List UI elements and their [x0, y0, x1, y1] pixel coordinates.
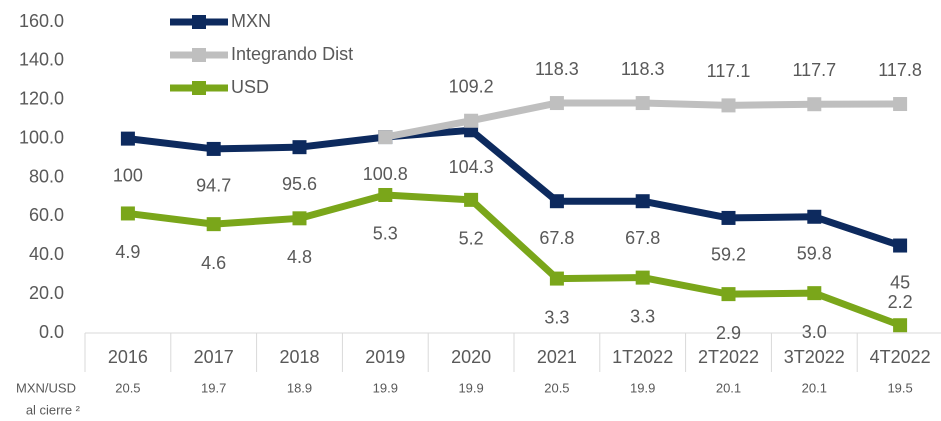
y-tick-label: 160.0 — [19, 11, 64, 31]
marker — [378, 187, 393, 202]
data-label: 3.3 — [630, 306, 655, 326]
x-tick-label: 2020 — [451, 347, 491, 367]
data-label: 67.8 — [625, 228, 660, 248]
y-tick-label: 120.0 — [19, 89, 64, 109]
marker — [807, 286, 822, 301]
data-label: 104.3 — [449, 157, 494, 177]
x-tick-label: 2018 — [279, 347, 319, 367]
legend-label: USD — [231, 77, 269, 97]
data-label: 4.9 — [115, 242, 140, 262]
exchange-rate: 20.1 — [716, 380, 741, 395]
x-tick-label: 3T2022 — [784, 347, 845, 367]
marker — [206, 141, 221, 156]
x-tick-label: 2017 — [194, 347, 234, 367]
data-label: 117.7 — [792, 60, 836, 80]
exchange-rate-label: MXN/USD — [16, 380, 76, 395]
marker — [549, 271, 564, 286]
legend-label: Integrando Dist — [231, 44, 353, 64]
marker — [464, 113, 479, 128]
x-tick-label: 1T2022 — [612, 347, 673, 367]
marker — [807, 97, 822, 112]
data-label: 94.7 — [196, 176, 231, 196]
marker — [635, 270, 650, 285]
marker — [721, 98, 736, 113]
marker — [378, 130, 393, 145]
legend-marker — [192, 15, 206, 29]
data-label: 5.2 — [459, 229, 484, 249]
x-tick-label: 2016 — [108, 347, 148, 367]
x-tick-label: 4T2022 — [870, 347, 931, 367]
exchange-rate: 19.9 — [373, 380, 398, 395]
marker — [893, 238, 908, 253]
y-tick-label: 100.0 — [19, 127, 64, 147]
data-label: 117.1 — [707, 61, 751, 81]
data-label: 109.2 — [449, 76, 494, 96]
data-label: 45 — [890, 272, 910, 292]
exchange-rate: 20.5 — [115, 380, 140, 395]
marker — [292, 140, 307, 155]
marker — [721, 210, 736, 225]
marker — [807, 209, 822, 224]
marker — [893, 97, 908, 112]
marker — [549, 96, 564, 111]
series-line — [127, 191, 902, 329]
marker — [893, 318, 908, 333]
y-tick-label: 0.0 — [39, 322, 64, 342]
y-tick-label: 140.0 — [19, 50, 64, 70]
data-label: 4.6 — [201, 253, 226, 273]
x-tick-label: 2T2022 — [698, 347, 759, 367]
legend-marker — [192, 81, 206, 95]
data-label: 3.0 — [802, 322, 827, 342]
data-label: 95.6 — [282, 174, 317, 194]
exchange-rate: 19.9 — [630, 380, 655, 395]
y-tick-label: 40.0 — [29, 244, 64, 264]
data-label: 5.3 — [373, 224, 398, 244]
data-label: 59.2 — [711, 245, 746, 265]
y-tick-label: 20.0 — [29, 283, 64, 303]
x-tick-label: 2021 — [537, 347, 577, 367]
exchange-rate: 19.5 — [887, 380, 912, 395]
marker — [635, 194, 650, 209]
data-label: 118.3 — [535, 59, 579, 79]
exchange-rate: 20.1 — [802, 380, 827, 395]
exchange-rate: 18.9 — [287, 380, 312, 395]
exchange-rate-label: al cierre ² — [26, 402, 81, 417]
legend-marker — [192, 48, 206, 62]
exchange-rate: 19.7 — [201, 380, 226, 395]
data-label: 4.8 — [287, 247, 312, 267]
y-tick-label: 60.0 — [29, 205, 64, 225]
data-label: 59.8 — [797, 244, 832, 264]
data-label: 117.8 — [878, 60, 922, 80]
data-label: 100 — [113, 165, 143, 185]
marker — [206, 217, 221, 232]
marker — [120, 131, 135, 146]
marker — [721, 287, 736, 302]
data-label: 2.9 — [716, 323, 741, 343]
data-label: 118.3 — [621, 59, 665, 79]
marker — [292, 211, 307, 226]
data-label: 100.8 — [363, 164, 408, 184]
exchange-rate: 19.9 — [458, 380, 483, 395]
legend-label: MXN — [231, 11, 271, 31]
marker — [464, 192, 479, 207]
marker — [549, 194, 564, 209]
x-tick-label: 2019 — [365, 347, 405, 367]
y-tick-label: 80.0 — [29, 166, 64, 186]
marker — [120, 206, 135, 221]
data-label: 3.3 — [544, 307, 569, 327]
exchange-rate: 20.5 — [544, 380, 569, 395]
series-line — [127, 126, 902, 249]
marker — [635, 96, 650, 111]
data-label: 2.2 — [888, 292, 913, 312]
data-label: 67.8 — [539, 228, 574, 248]
